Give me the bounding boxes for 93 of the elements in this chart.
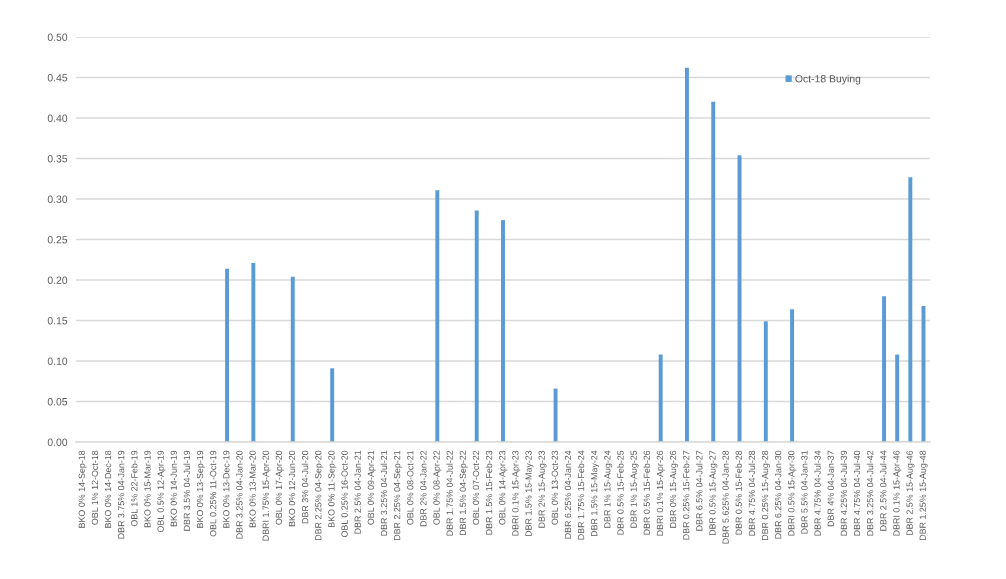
x-tick-label: OBL 1% 22-Feb-19	[130, 450, 138, 527]
x-tick-label: DBR 2.5% 04-Jul-44	[879, 450, 887, 531]
x-tick-label: DBR 1.5% 04-Sep-22	[459, 450, 468, 536]
x-tick-label: OBL 0% 14-Apr-23	[499, 450, 508, 525]
x-tick-label: DBRI 0.1% 15-Apr-26	[656, 450, 665, 536]
x-tick-label: BKO 0% 11-Sep-20	[328, 450, 337, 528]
bar	[501, 220, 505, 443]
y-tick-label: 0.30	[47, 195, 68, 203]
x-tick-label: DBRI 0.1% 15-Apr-23	[512, 450, 521, 536]
x-tick-label: DBRI 1.75% 15-Apr-20	[262, 450, 271, 541]
x-tick-label: DBR 4.25% 04-Jul-39	[840, 450, 848, 536]
x-tick-label: BKO 0% 15-Mar-19	[144, 450, 151, 528]
x-tick-label: DBR 0.5% 15-Feb-28	[735, 450, 742, 535]
y-tick-label: 0.45	[47, 74, 68, 82]
x-tick-label: DBR 6.25% 04-Jan-24	[564, 450, 572, 539]
x-tick-label: OBL 0% 13-Oct-23	[551, 450, 558, 525]
x-tick-label: OBL 0% 08-Oct-21	[407, 450, 414, 525]
x-tick-label: OBL 0.25% 11-Oct-19	[210, 450, 217, 537]
x-tick-label: DBR 0% 15-Aug-26	[669, 450, 678, 528]
bar	[435, 190, 440, 443]
x-tick-label: OBL 0% 17-Apr-20	[275, 450, 284, 525]
x-tick-label: BKO 0% 13-Mar-20	[249, 450, 256, 528]
x-tick-label: BKO 0% 13-Sep-19	[196, 450, 205, 528]
legend-label: Oct-18 Buying	[795, 74, 861, 85]
bar	[474, 210, 479, 443]
bar	[763, 321, 768, 443]
x-tick-label: DBR 2% 15-Aug-23	[538, 450, 547, 528]
bar	[658, 354, 663, 443]
x-tick-label: DBR 6.5% 04-Jul-27	[695, 450, 703, 531]
x-tick-label: DBR 0.5% 15-Aug-27	[709, 450, 718, 536]
x-tick-label: DBR 1.75% 04-Jul-22	[446, 450, 453, 536]
bar	[711, 101, 716, 443]
x-tick-label: DBR 5.5% 04-Jan-31	[801, 450, 808, 534]
x-tick-label: BKO 0% 12-Jun-20	[288, 450, 296, 527]
x-tick-label: DBR 1.25% 15-Aug-48	[919, 450, 928, 541]
y-tick-label: 0.00	[47, 438, 68, 446]
x-tick-label: DBR 4% 04-Jan-37	[827, 450, 834, 527]
bar	[225, 268, 230, 443]
y-tick-label: 0.15	[47, 317, 68, 325]
bar	[251, 263, 256, 443]
x-tick-label: DBR 2.5% 15-Aug-46	[906, 450, 915, 536]
x-tick-label: OBL 1% 12-Oct-18	[91, 450, 99, 525]
y-tick-label: 0.05	[47, 398, 68, 406]
x-tick-label: DBR 2% 04-Jan-22	[420, 450, 427, 527]
x-tick-label: DBR 3.25% 04-Jan-20	[236, 450, 243, 539]
y-tick-label: 0.25	[47, 236, 68, 244]
x-tick-label: DBR 2.5% 04-Jan-21	[354, 450, 361, 534]
x-tick-label: OBL 0% 09-Apr-21	[367, 450, 376, 525]
bar	[553, 388, 558, 443]
bar	[330, 368, 335, 443]
x-tick-label: DBR 4.75% 04-Jul-34	[814, 450, 821, 536]
x-tick-label: DBR 0.5% 15-Feb-25	[617, 450, 624, 535]
x-tick-label: OBL 0.25% 16-Oct-20	[341, 450, 348, 538]
x-tick-label: DBR 5.625% 04-Jan-28	[722, 450, 729, 544]
x-tick-label: DBR 2.25% 04-Sep-21	[393, 450, 403, 541]
bar	[790, 309, 795, 443]
x-tick-label: DBR 3.75% 04-Jan-19	[118, 450, 125, 539]
y-tick-label: 0.20	[47, 276, 68, 284]
bar	[882, 296, 887, 443]
x-tick-label: BKO 0% 13-Dec-19	[223, 450, 230, 528]
x-tick-label: DBR 3% 04-Jul-20	[301, 450, 309, 524]
x-tick-label: DBR 3.25% 04-Jul-21	[380, 450, 388, 536]
bar	[908, 177, 913, 443]
x-tick-label: BKO 0% 14-Sep-18	[78, 450, 87, 528]
x-tick-label: DBR 4.75% 04-Jul-28	[748, 450, 756, 536]
x-tick-label: DBR 1.75% 15-Feb-24	[577, 450, 585, 540]
x-tick-label: DBR 0.25% 15-Aug-28	[761, 450, 770, 541]
x-tick-label: DBRI 0.1% 15-Apr-46	[893, 450, 902, 536]
x-tick-label: OBL 0% 08-Apr-22	[433, 450, 442, 525]
x-tick-label: DBR 0.25% 15-Feb-27	[682, 450, 690, 540]
x-tick-label: DBR 6.25% 04-Jan-30	[775, 450, 782, 539]
x-tick-label: DBR 0.5% 15-Feb-26	[643, 450, 650, 535]
x-tick-label: BKO 0% 14-Dec-18	[104, 450, 112, 528]
x-tick-label: OBL 0% 07-Oct-22	[472, 450, 480, 525]
y-tick-label: 0.35	[47, 155, 68, 163]
bar	[684, 67, 689, 443]
x-tick-label: DBR 1% 15-Aug-25	[630, 450, 639, 528]
bar	[290, 276, 295, 443]
x-tick-label: DBR 1.5% 15-Feb-23	[485, 450, 493, 535]
x-tick-label: DBR 1% 15-Aug-24	[604, 450, 613, 528]
y-tick-label: 0.40	[47, 114, 68, 122]
x-tick-label: OBL 0.5% 12-Apr-19	[157, 450, 166, 533]
x-tick-label: DBR 1.5% 15-May-23	[525, 450, 534, 537]
x-tick-label: DBR 3.25% 04-Jul-42	[866, 450, 874, 536]
x-tick-label: DBR 2.25% 04-Sep-20	[315, 450, 324, 541]
x-tick-label: DBR 3.5% 04-Jul-19	[183, 450, 191, 531]
x-tick-label: BKO 0% 14-Jun-19	[170, 450, 177, 527]
x-tick-label: DBRI 0.5% 15-Apr-30	[788, 450, 797, 536]
x-tick-label: DBR 1.5% 15-May-24	[591, 450, 600, 537]
y-tick-label: 0.10	[47, 357, 68, 365]
bar	[895, 354, 900, 443]
x-tick-label: DBR 4.75% 04-Jul-40	[853, 450, 861, 536]
y-tick-label: 0.50	[47, 33, 68, 41]
